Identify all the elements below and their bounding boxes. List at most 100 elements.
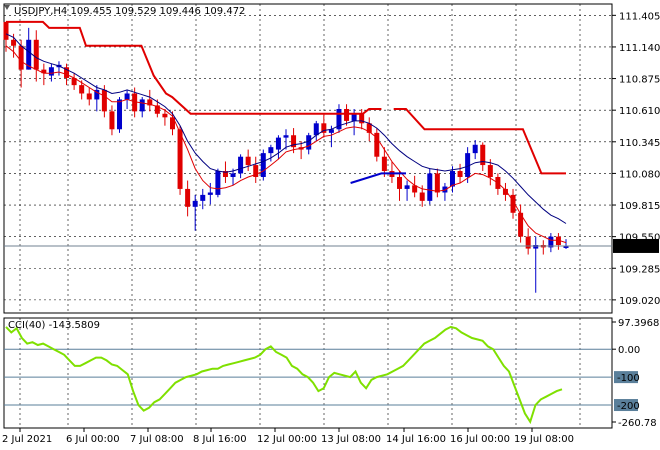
candle-body <box>253 165 259 177</box>
candle-body <box>321 123 327 133</box>
candle-body <box>154 105 160 114</box>
candle-body <box>162 113 168 118</box>
candle-body <box>26 39 32 70</box>
time-label: 8 Jul 16:00 <box>193 434 247 445</box>
time-label: 12 Jul 00:00 <box>257 434 317 445</box>
candle-body <box>275 137 281 150</box>
candle-body <box>328 129 334 133</box>
candle-body <box>222 171 228 177</box>
price-tick-label: 111.405 <box>619 11 660 22</box>
cci-tick-label: -200 <box>617 401 640 412</box>
price-tick-label: 109.285 <box>619 264 660 275</box>
candle-body <box>472 144 478 154</box>
candle-body <box>366 123 372 133</box>
price-tick-label: 109.550 <box>619 233 660 244</box>
time-label: 7 Jul 08:00 <box>130 434 184 445</box>
candle-body <box>434 173 440 193</box>
candle-body <box>169 117 175 130</box>
triangle-down-icon <box>4 5 10 10</box>
candle-body <box>487 165 493 177</box>
price-tick-label: 110.080 <box>619 169 660 180</box>
candle-body <box>33 39 39 70</box>
candle-body <box>283 135 289 138</box>
candle-body <box>457 171 463 177</box>
candle-body <box>525 236 531 249</box>
candle-body <box>192 200 198 207</box>
candle-body <box>117 99 123 130</box>
candle-body <box>404 185 410 189</box>
candle-body <box>48 67 54 76</box>
candle-body <box>41 69 47 74</box>
price-tick-label: 111.140 <box>619 43 660 54</box>
time-label: 2 Jul 2021 <box>2 434 52 445</box>
candle-body <box>238 156 244 174</box>
cci-tick-label: 97.3968 <box>618 318 659 329</box>
ma-red-line <box>5 45 567 244</box>
candle-body <box>502 188 508 195</box>
candles <box>3 21 569 293</box>
candle-body <box>465 153 471 177</box>
candle-body <box>207 192 213 195</box>
cci-tick-label: 0.00 <box>618 345 640 356</box>
stop-red-line <box>6 20 382 115</box>
grid <box>3 3 613 429</box>
candle-body <box>412 185 418 193</box>
candle-body <box>374 132 380 157</box>
candle-body <box>18 45 24 70</box>
price-tick-label: 110.345 <box>619 138 660 149</box>
time-label: 19 Jul 08:00 <box>514 434 574 445</box>
candle-body <box>147 99 153 106</box>
candle-body <box>215 171 221 195</box>
time-label: 6 Jul 00:00 <box>66 434 120 445</box>
candle-body <box>101 89 107 112</box>
cci-panel <box>4 325 612 425</box>
candle-body <box>336 108 342 130</box>
candle-body <box>344 108 350 121</box>
cci-level-badge <box>614 399 638 412</box>
candle-body <box>71 77 77 86</box>
time-label: 14 Jul 16:00 <box>386 434 446 445</box>
time-label: 13 Jul 08:00 <box>321 434 381 445</box>
candle-body <box>124 93 130 100</box>
candle-body <box>177 129 183 189</box>
candle-body <box>351 113 357 121</box>
candle-body <box>185 188 191 207</box>
cci-panel-border <box>3 317 613 429</box>
price-tick-label: 109.815 <box>619 201 660 212</box>
ma-blue-line <box>5 33 567 224</box>
candle-body <box>268 147 274 154</box>
candle-body <box>480 144 486 166</box>
stop-red-line <box>393 108 566 175</box>
stop-blue-line <box>350 172 406 184</box>
candle-body <box>397 176 403 189</box>
candle-body <box>313 123 319 136</box>
symbol-label: USDJPY,H4 109.455 109.529 109.446 109.47… <box>14 6 245 17</box>
candle-body <box>291 135 297 148</box>
candle-body <box>563 245 569 248</box>
axes: 111.405 111.140 110.875 110.610 110.345 110.0… <box>2 11 660 445</box>
candle-body <box>427 173 433 201</box>
candle-body <box>518 212 524 237</box>
price-tick-label: 110.875 <box>619 75 660 86</box>
cci-level-badge <box>614 371 638 384</box>
candle-body <box>132 93 138 112</box>
candle-body <box>200 194 206 201</box>
candle-body <box>381 156 387 172</box>
candle-body <box>11 39 17 46</box>
indicator-lines <box>4 20 612 247</box>
candle-body <box>109 111 115 130</box>
candle-body <box>555 236 561 245</box>
candle-body <box>245 156 251 166</box>
candle-body <box>79 85 85 94</box>
cci-tick-label: -260.78 <box>618 418 657 429</box>
current-price-badge <box>613 238 659 253</box>
candle-body <box>86 93 92 100</box>
price-tick-label: 109.020 <box>619 296 660 307</box>
candle-body <box>139 99 145 112</box>
cci-tick-label: -100 <box>617 373 640 384</box>
candle-body <box>94 89 100 100</box>
candle-body <box>510 194 516 213</box>
candle-body <box>64 67 70 78</box>
candle-body <box>449 171 455 187</box>
